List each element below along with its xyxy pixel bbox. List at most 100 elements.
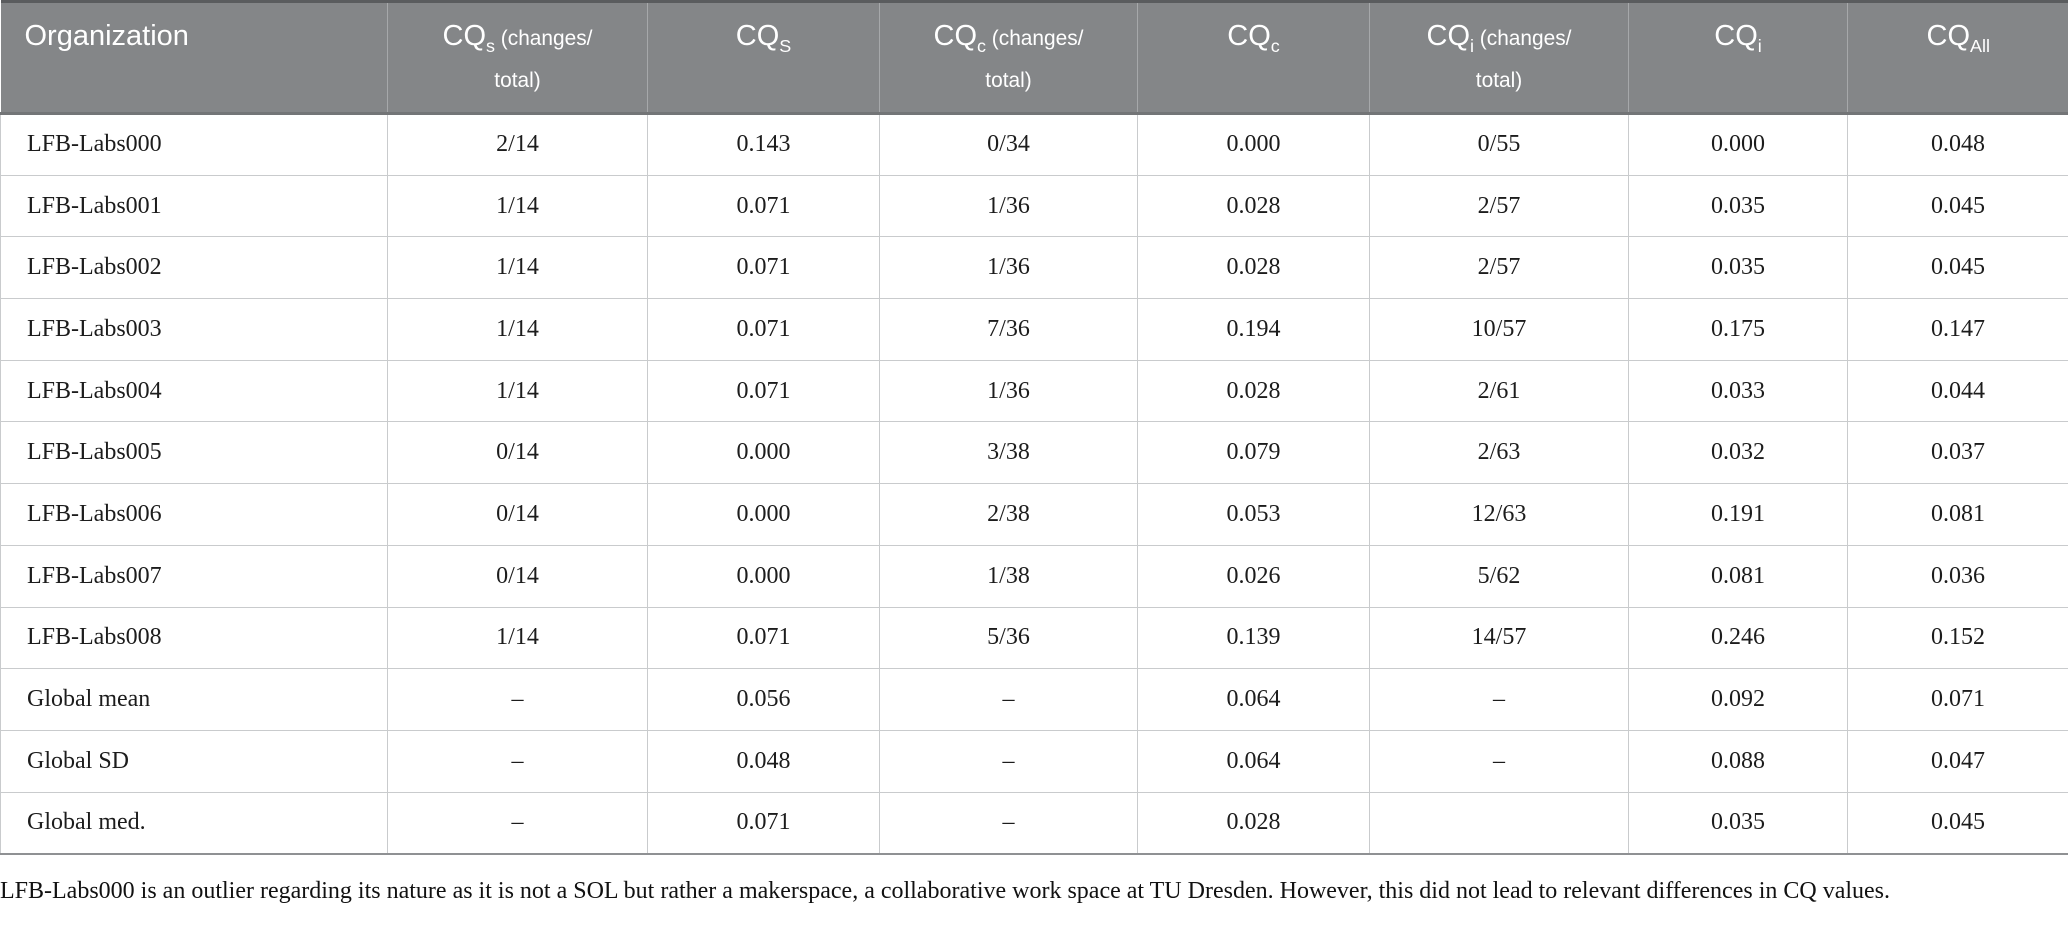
cell-cqs-ratio: 1/14 [387, 174, 648, 238]
cell-organization: LFB-Labs005 [0, 421, 388, 485]
cell-cqi: 0.035 [1628, 236, 1848, 300]
cell-cqi: 0.000 [1628, 113, 1848, 176]
cell-cqc-ratio: 2/38 [879, 483, 1138, 546]
cell-organization: LFB-Labs002 [0, 236, 388, 300]
cq-table: Organization CQs (changes/ total) CQS CQ… [0, 0, 2068, 855]
cell-cqi: 0.032 [1628, 421, 1848, 485]
cell-cqs-ratio: 1/14 [387, 236, 648, 300]
cell-cqall: 0.048 [1847, 113, 2068, 176]
cell-cqi-ratio [1369, 791, 1629, 855]
header-label-suffix-line2: total) [494, 69, 541, 92]
cell-cqs: 0.143 [647, 113, 880, 176]
cell-cqi: 0.088 [1628, 729, 1848, 793]
table-row: Global SD –0.048–0.064–0.088 0.047 [0, 729, 2068, 793]
cell-cqi: 0.081 [1628, 544, 1848, 608]
column-header-cqs-changes-total: CQs (changes/ total) [387, 0, 648, 115]
table-row: LFB-Labs000 2/14 0.143 0/34 0.000 0/55 0.000 0.… [0, 113, 2068, 176]
cell-cqi: 0.191 [1628, 483, 1848, 546]
cell-cqi: 0.246 [1628, 606, 1848, 670]
cell-cqi-ratio: 5/62 [1369, 544, 1629, 608]
cell-cqc-ratio: 0/34 [879, 113, 1138, 176]
header-label-sub: i [1757, 35, 1762, 56]
cell-cqc: 0.028 [1137, 791, 1370, 855]
header-label-suffix-line2: total) [1475, 69, 1523, 92]
cell-organization: Global mean [0, 668, 388, 731]
cell-cqi: 0.033 [1628, 359, 1848, 423]
cell-cqs: 0.000 [647, 483, 880, 546]
cell-cqs-ratio: 1/14 [387, 359, 648, 423]
header-label: CQi [1714, 20, 1762, 55]
header-label: CQi (changes/ [1427, 20, 1572, 55]
cell-cqs: 0.071 [647, 298, 880, 361]
cell-cqc: 0.000 [1137, 113, 1370, 176]
header-label-suffix: (changes/ [1474, 27, 1572, 50]
header-label-sub: i [1470, 35, 1474, 56]
cell-cqc: 0.194 [1137, 298, 1370, 361]
cell-cqi: 0.035 [1628, 174, 1848, 238]
table-header: Organization CQs (changes/ total) CQS CQ… [0, 0, 2068, 115]
cell-cqi-ratio: – [1369, 729, 1629, 793]
cell-cqs: 0.000 [647, 544, 880, 608]
cell-cqall: 0.081 [1847, 483, 2068, 546]
header-label-base: CQ [933, 20, 978, 52]
cell-cqall: 0.071 [1847, 668, 2068, 731]
header-row: Organization CQs (changes/ total) CQS CQ… [0, 0, 2068, 115]
header-label-sub: c [977, 35, 986, 56]
table-row: LFB-Labs005 0/14 0.000 3/38 0.079 2/63 0.032 0.… [0, 421, 2068, 485]
header-label-sub: All [1970, 35, 1990, 56]
column-header-cqs: CQS [647, 0, 880, 115]
cell-cqi: 0.175 [1628, 298, 1848, 361]
cell-cqc-ratio: 1/36 [879, 174, 1138, 238]
cell-cqall: 0.037 [1847, 421, 2068, 485]
header-label: CQs (changes/ [443, 20, 593, 55]
table-row: LFB-Labs006 0/14 0.000 2/38 0.053 12/63 0.191 0… [0, 483, 2068, 546]
cell-organization: LFB-Labs001 [0, 174, 388, 238]
cell-cqc: 0.064 [1137, 729, 1370, 793]
header-label-suffix-line2: total) [985, 69, 1032, 92]
cell-cqc-ratio: – [879, 791, 1138, 855]
cell-cqi-ratio: 2/63 [1369, 421, 1629, 485]
cell-cqc: 0.139 [1137, 606, 1370, 670]
cell-cqs-ratio: 2/14 [387, 113, 648, 176]
cell-cqs: 0.048 [647, 729, 880, 793]
header-label-base: CQ [1227, 20, 1271, 52]
column-header-cqc-changes-total: CQc (changes/ total) [879, 0, 1138, 115]
cell-cqc: 0.079 [1137, 421, 1370, 485]
header-label-suffix: (changes/ [986, 27, 1084, 50]
cell-cqall: 0.036 [1847, 544, 2068, 608]
cell-cqc-ratio: 3/38 [879, 421, 1138, 485]
cell-cqi-ratio: 2/61 [1369, 359, 1629, 423]
cell-cqs: 0.071 [647, 236, 880, 300]
table-row: LFB-Labs001 1/14 0.071 1/36 0.028 2/57 0.035 0.… [0, 174, 2068, 238]
cell-organization: Global SD [0, 729, 388, 793]
header-label: CQAll [1927, 20, 1990, 55]
cell-cqi-ratio: 0/55 [1369, 113, 1629, 176]
cell-cqall: 0.045 [1847, 236, 2068, 300]
cell-cqall: 0.147 [1847, 298, 2068, 361]
cell-cqc: 0.053 [1137, 483, 1370, 546]
cell-cqc: 0.028 [1137, 236, 1370, 300]
table-row: Global mean –0.056–0.064–0.092 0.071 [0, 668, 2068, 731]
table-row: LFB-Labs004 1/14 0.071 1/36 0.028 2/61 0.033 0.… [0, 359, 2068, 423]
cell-cqc: 0.026 [1137, 544, 1370, 608]
cell-organization: LFB-Labs000 [0, 113, 388, 176]
table-row: Global med. –0.071–0.028 0.035 0.045 [0, 791, 2068, 855]
cell-cqs: 0.000 [647, 421, 880, 485]
table-row: LFB-Labs002 1/14 0.071 1/36 0.028 2/57 0.035 0.… [0, 236, 2068, 300]
cell-cqi-ratio: 10/57 [1369, 298, 1629, 361]
cell-cqi: 0.035 [1628, 791, 1848, 855]
cell-cqs-ratio: – [387, 791, 648, 855]
cell-cqc-ratio: – [879, 729, 1138, 793]
cell-cqi-ratio: 12/63 [1369, 483, 1629, 546]
cell-cqall: 0.152 [1847, 606, 2068, 670]
header-label: CQS [736, 20, 792, 55]
cell-organization: LFB-Labs008 [0, 606, 388, 670]
cell-cqc-ratio: 5/36 [879, 606, 1138, 670]
cell-cqs-ratio: 0/14 [387, 421, 648, 485]
cell-cqall: 0.047 [1847, 729, 2068, 793]
cell-cqc-ratio: 7/36 [879, 298, 1138, 361]
header-label-sub: S [779, 35, 792, 56]
cell-cqc: 0.028 [1137, 174, 1370, 238]
cell-cqi: 0.092 [1628, 668, 1848, 731]
